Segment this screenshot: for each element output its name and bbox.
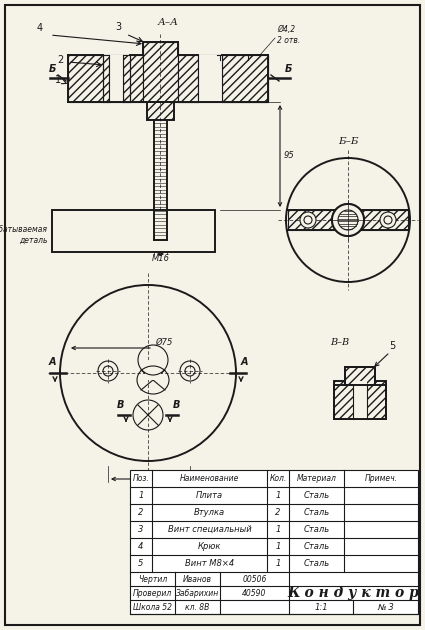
Text: Винт специальный: Винт специальный xyxy=(167,525,251,534)
Text: 1: 1 xyxy=(55,75,61,85)
Bar xyxy=(68,55,143,102)
Text: В: В xyxy=(116,400,124,410)
Text: Ø75: Ø75 xyxy=(155,338,173,347)
Text: 3: 3 xyxy=(115,22,121,32)
Text: Иванов: Иванов xyxy=(183,575,212,583)
Text: Втулка: Втулка xyxy=(194,508,225,517)
Circle shape xyxy=(300,212,316,228)
Text: Чертил: Чертил xyxy=(138,575,167,583)
Text: В: В xyxy=(172,400,180,410)
Text: Сталь: Сталь xyxy=(303,525,329,534)
Text: Сталь: Сталь xyxy=(303,491,329,500)
Text: Поз.: Поз. xyxy=(133,474,149,483)
Text: А: А xyxy=(240,357,248,367)
Text: 4: 4 xyxy=(37,23,43,33)
Text: Школа 52: Школа 52 xyxy=(133,602,172,612)
Bar xyxy=(334,381,386,419)
Text: 4: 4 xyxy=(138,542,144,551)
Text: Плита: Плита xyxy=(196,491,223,500)
Text: 00506: 00506 xyxy=(242,575,267,583)
Circle shape xyxy=(332,204,364,236)
Bar xyxy=(353,381,367,419)
Bar xyxy=(103,55,109,102)
Text: 5: 5 xyxy=(389,341,395,351)
Text: 3: 3 xyxy=(138,525,144,534)
Text: 2: 2 xyxy=(138,508,144,517)
Circle shape xyxy=(380,212,396,228)
Text: 46: 46 xyxy=(144,478,154,487)
Text: Примеч.: Примеч. xyxy=(365,474,397,483)
Text: 1: 1 xyxy=(275,542,281,551)
Text: Винт М8×4: Винт М8×4 xyxy=(185,559,234,568)
Text: А–А: А–А xyxy=(158,18,178,27)
Text: Б: Б xyxy=(48,64,56,74)
Text: 1: 1 xyxy=(138,491,144,500)
Text: 1: 1 xyxy=(275,525,281,534)
Bar xyxy=(123,55,130,102)
Text: Проверил: Проверил xyxy=(133,588,172,597)
Text: Сталь: Сталь xyxy=(303,508,329,517)
Bar xyxy=(288,210,408,230)
Text: К о н д у к т о р: К о н д у к т о р xyxy=(288,586,419,600)
Bar xyxy=(109,55,123,102)
Text: 40590: 40590 xyxy=(242,588,267,597)
Text: В–В: В–В xyxy=(330,338,349,347)
Bar xyxy=(143,42,178,102)
Text: 5: 5 xyxy=(138,559,144,568)
Text: Сталь: Сталь xyxy=(303,559,329,568)
Text: Ø4,2
2 отв.: Ø4,2 2 отв. xyxy=(277,25,300,45)
Text: 1: 1 xyxy=(275,559,281,568)
Circle shape xyxy=(384,216,392,224)
Text: М16: М16 xyxy=(151,254,170,263)
Bar xyxy=(52,210,215,252)
Bar xyxy=(145,360,161,380)
Text: Обрабатываемая
деталь: Обрабатываемая деталь xyxy=(0,226,48,244)
Circle shape xyxy=(304,216,312,224)
Bar xyxy=(345,367,375,385)
Bar xyxy=(130,470,418,614)
Circle shape xyxy=(332,204,364,236)
Text: Б: Б xyxy=(284,64,292,74)
Text: А: А xyxy=(48,357,56,367)
Text: Материал: Материал xyxy=(297,474,337,483)
Text: Наименование: Наименование xyxy=(180,474,239,483)
Text: 2: 2 xyxy=(275,508,281,517)
Text: Забарихин: Забарихин xyxy=(176,588,219,597)
Circle shape xyxy=(338,210,358,230)
Text: № 3: № 3 xyxy=(377,602,394,612)
Text: кл. 8В: кл. 8В xyxy=(185,602,210,612)
Bar xyxy=(198,55,222,102)
Text: Крюк: Крюк xyxy=(198,542,221,551)
Text: Кол.: Кол. xyxy=(269,474,286,483)
Bar xyxy=(178,55,268,102)
Text: 1:1: 1:1 xyxy=(314,602,328,612)
Bar xyxy=(178,55,198,102)
Text: 1: 1 xyxy=(275,491,281,500)
Text: Сталь: Сталь xyxy=(303,542,329,551)
Bar xyxy=(147,102,174,120)
Text: 95: 95 xyxy=(284,151,295,161)
Bar xyxy=(222,55,268,102)
Text: 2: 2 xyxy=(57,55,63,65)
Text: Б–Б: Б–Б xyxy=(338,137,358,146)
